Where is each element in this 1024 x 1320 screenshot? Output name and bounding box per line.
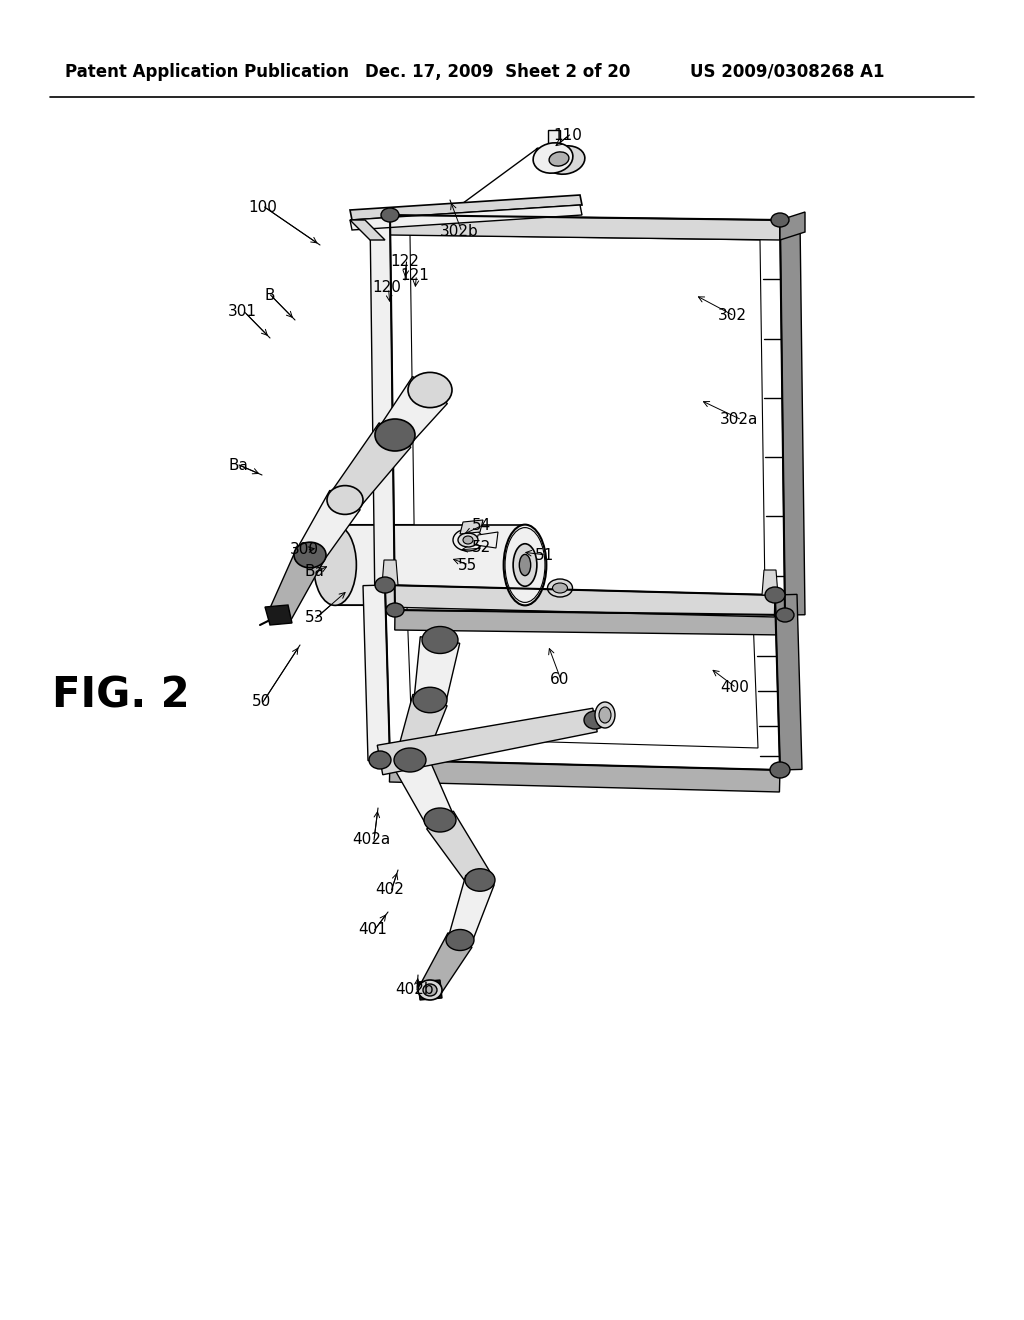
Text: 302b: 302b <box>440 224 479 239</box>
Ellipse shape <box>375 577 395 593</box>
Polygon shape <box>476 532 498 548</box>
Polygon shape <box>364 585 390 760</box>
Ellipse shape <box>375 418 415 451</box>
Ellipse shape <box>584 711 606 729</box>
Polygon shape <box>389 760 780 792</box>
Ellipse shape <box>422 627 458 653</box>
Ellipse shape <box>369 751 391 770</box>
Text: 302a: 302a <box>720 412 759 428</box>
Polygon shape <box>775 594 802 770</box>
Polygon shape <box>780 219 805 615</box>
Text: 110: 110 <box>553 128 582 143</box>
Polygon shape <box>427 810 490 887</box>
Ellipse shape <box>446 929 474 950</box>
Ellipse shape <box>313 524 356 606</box>
Polygon shape <box>381 376 447 446</box>
Text: 301: 301 <box>228 305 257 319</box>
Text: Patent Application Publication: Patent Application Publication <box>65 63 349 81</box>
Ellipse shape <box>534 143 572 173</box>
Polygon shape <box>394 610 785 635</box>
Ellipse shape <box>458 533 478 546</box>
Ellipse shape <box>776 609 794 622</box>
Ellipse shape <box>599 708 611 723</box>
Ellipse shape <box>380 752 400 768</box>
Text: Ba: Ba <box>228 458 248 473</box>
Polygon shape <box>350 220 385 240</box>
Text: US 2009/0308268 A1: US 2009/0308268 A1 <box>690 63 885 81</box>
Text: 100: 100 <box>248 199 276 214</box>
Polygon shape <box>418 979 442 1001</box>
Text: 60: 60 <box>550 672 569 688</box>
Text: FIG. 2: FIG. 2 <box>52 675 189 715</box>
Ellipse shape <box>413 688 447 713</box>
Text: 402a: 402a <box>352 833 390 847</box>
Text: 53: 53 <box>305 610 325 626</box>
Polygon shape <box>370 215 395 610</box>
Ellipse shape <box>465 869 495 891</box>
Text: 120: 120 <box>372 281 400 296</box>
Ellipse shape <box>394 748 426 772</box>
Text: 51: 51 <box>535 548 554 562</box>
Text: 55: 55 <box>458 557 477 573</box>
Polygon shape <box>407 607 758 748</box>
Polygon shape <box>350 195 582 220</box>
Polygon shape <box>415 636 460 702</box>
Ellipse shape <box>327 486 362 515</box>
Polygon shape <box>350 205 582 230</box>
Text: Dec. 17, 2009  Sheet 2 of 20: Dec. 17, 2009 Sheet 2 of 20 <box>365 63 631 81</box>
Ellipse shape <box>294 543 326 568</box>
Text: B: B <box>265 288 275 302</box>
Polygon shape <box>449 875 495 944</box>
Polygon shape <box>536 148 568 154</box>
Polygon shape <box>421 933 472 995</box>
Polygon shape <box>460 520 483 535</box>
Polygon shape <box>396 694 447 764</box>
Text: 302: 302 <box>718 309 746 323</box>
Text: 400: 400 <box>720 681 749 696</box>
Text: 52: 52 <box>472 540 492 556</box>
Ellipse shape <box>381 209 399 222</box>
Ellipse shape <box>771 213 790 227</box>
Text: 122: 122 <box>390 255 419 269</box>
Polygon shape <box>548 129 560 154</box>
Ellipse shape <box>453 529 483 550</box>
Polygon shape <box>265 605 292 624</box>
Polygon shape <box>335 525 525 605</box>
Ellipse shape <box>553 583 567 593</box>
Text: 50: 50 <box>252 694 271 710</box>
Ellipse shape <box>504 524 547 606</box>
Polygon shape <box>377 709 597 775</box>
Text: 402: 402 <box>375 883 403 898</box>
Ellipse shape <box>408 372 452 408</box>
Ellipse shape <box>549 152 569 166</box>
Text: 300: 300 <box>290 543 319 557</box>
Ellipse shape <box>765 587 785 603</box>
Ellipse shape <box>513 544 537 586</box>
Text: 54: 54 <box>472 517 492 532</box>
Polygon shape <box>410 235 765 595</box>
Ellipse shape <box>463 536 473 544</box>
Polygon shape <box>390 215 780 240</box>
Ellipse shape <box>418 979 442 1001</box>
Polygon shape <box>269 548 324 620</box>
Polygon shape <box>394 752 453 826</box>
Ellipse shape <box>424 808 456 832</box>
Ellipse shape <box>519 554 530 576</box>
Polygon shape <box>333 422 411 510</box>
Polygon shape <box>298 490 360 562</box>
Polygon shape <box>762 570 778 595</box>
Text: 401: 401 <box>358 923 387 937</box>
Ellipse shape <box>595 702 615 729</box>
Text: 121: 121 <box>400 268 429 282</box>
Text: 402b: 402b <box>395 982 433 998</box>
Ellipse shape <box>548 579 572 597</box>
Ellipse shape <box>386 603 404 616</box>
Ellipse shape <box>423 983 437 997</box>
Polygon shape <box>780 213 805 240</box>
Polygon shape <box>384 585 775 616</box>
Ellipse shape <box>545 145 585 174</box>
Text: Ba: Ba <box>305 565 325 579</box>
Ellipse shape <box>770 762 790 777</box>
Polygon shape <box>382 560 398 585</box>
